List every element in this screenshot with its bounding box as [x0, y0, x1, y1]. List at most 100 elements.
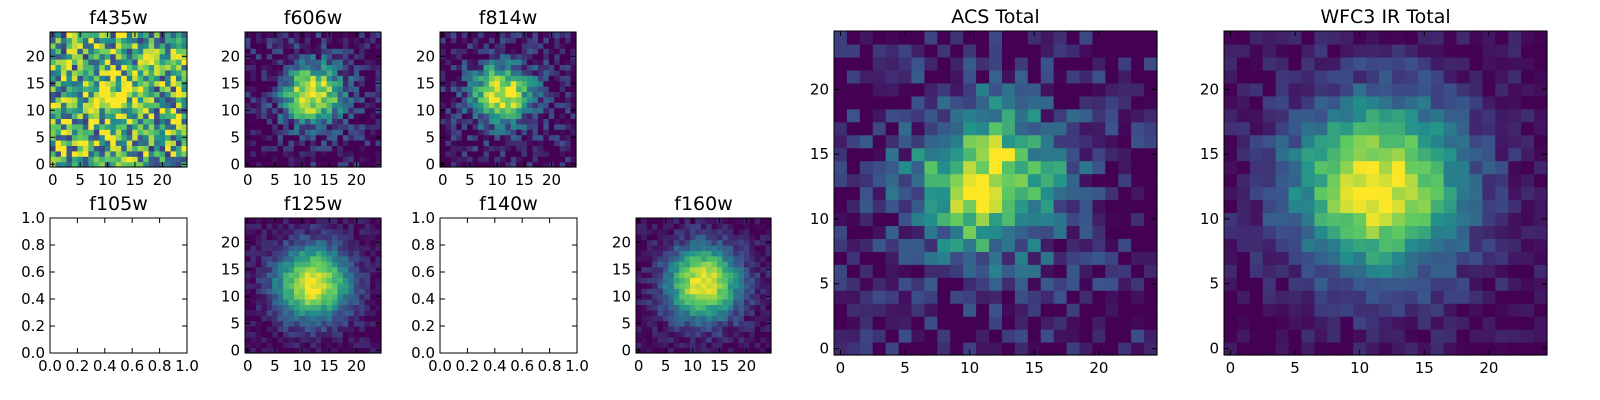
heatmap-cell [765, 223, 772, 230]
heatmap-cell [700, 266, 707, 273]
heatmap-cell [760, 288, 767, 295]
heatmap-cell [1404, 290, 1419, 304]
heatmap-cell [700, 250, 707, 257]
heatmap-cell [245, 331, 252, 338]
heatmap-cell [1001, 121, 1016, 136]
heatmap-cell [478, 140, 485, 146]
heatmap-cell [332, 282, 339, 289]
heatmap-cell [143, 69, 150, 76]
heatmap-cell [337, 86, 344, 92]
heatmap-cell [527, 150, 534, 157]
heatmap-cell [738, 288, 745, 295]
heatmap-cell [1236, 108, 1251, 123]
heatmap-cell [765, 315, 772, 322]
heatmap-cell [1443, 95, 1458, 110]
heatmap-cell [663, 228, 669, 235]
heatmap-cell [749, 255, 756, 262]
heatmap-cell [1379, 290, 1393, 304]
heatmap-cell [277, 228, 284, 235]
heatmap-cell [255, 228, 262, 235]
heatmap-cell [1314, 134, 1328, 149]
heatmap-cell [749, 288, 756, 295]
heatmap-cell [695, 331, 702, 338]
heatmap-cell [636, 315, 642, 322]
heatmap-cell [1301, 147, 1316, 162]
heatmap-cell [478, 107, 485, 114]
heatmap-cell [652, 326, 659, 332]
heatmap-cell [1534, 186, 1548, 201]
heatmap-cell [261, 37, 268, 44]
heatmap-cell [283, 140, 290, 146]
heatmap-cell [1131, 147, 1145, 162]
heatmap-cell [370, 299, 377, 305]
heatmap-cell [570, 150, 577, 157]
heatmap-cell [82, 123, 89, 130]
heatmap-cell [445, 91, 452, 98]
heatmap-cell [834, 121, 848, 136]
heatmap-cell [532, 75, 539, 82]
heatmap-cell [733, 282, 740, 289]
heatmap-cell [245, 304, 252, 311]
heatmap-cell [121, 129, 128, 136]
heatmap-cell [1144, 43, 1158, 58]
heatmap-cell [641, 293, 648, 300]
heatmap-cell [445, 134, 452, 141]
heatmap-cell [1131, 329, 1145, 343]
heatmap-cell [744, 245, 750, 251]
heatmap-cell [673, 347, 680, 354]
heatmap-cell [293, 239, 300, 246]
heatmap-cell [1001, 342, 1016, 356]
heatmap-cell [668, 326, 675, 332]
heatmap-cell [299, 223, 306, 230]
heatmap-cell [277, 123, 284, 130]
heatmap-cell [565, 59, 572, 65]
heatmap-cell [937, 147, 951, 162]
heatmap-cell [337, 320, 344, 327]
heatmap-cell [911, 43, 926, 58]
heatmap-cell [261, 75, 268, 82]
heatmap-cell [277, 86, 284, 92]
heatmap-cell [255, 37, 262, 44]
heatmap-cell [310, 134, 317, 141]
heatmap-cell [326, 315, 333, 322]
heatmap-cell [765, 261, 772, 268]
heatmap-cell [488, 102, 495, 109]
heatmap-cell [359, 239, 366, 246]
heatmap-cell [641, 223, 648, 230]
heatmap-cell [288, 80, 295, 87]
heatmap-cell [1040, 264, 1055, 278]
heatmap-cell [50, 102, 57, 109]
heatmap-cell [261, 272, 268, 278]
heatmap-cell [66, 80, 73, 87]
heatmap-cell [488, 96, 495, 103]
heatmap-cell [1314, 212, 1328, 226]
heatmap-cell [304, 250, 311, 257]
heatmap-cell [370, 156, 377, 163]
heatmap-cell [60, 134, 68, 141]
heatmap-cell [1443, 290, 1458, 304]
heatmap-cell [60, 129, 68, 136]
heatmap-cell [1430, 303, 1445, 317]
heatmap-cell [516, 107, 523, 114]
heatmap-cell [332, 266, 339, 273]
heatmap-cell [283, 32, 290, 38]
heatmap-cell [60, 145, 68, 152]
heatmap-cell [353, 326, 360, 332]
heatmap-cell [137, 42, 144, 49]
heatmap-cell [499, 134, 506, 141]
heatmap-cell [293, 272, 300, 278]
heatmap-cell [143, 96, 150, 103]
heatmap-cell [690, 250, 696, 257]
heatmap-cell [304, 102, 311, 109]
heatmap-cell [937, 264, 951, 278]
heatmap-cell [663, 282, 669, 289]
heatmap-cell [1118, 56, 1132, 71]
heatmap-cell [494, 140, 501, 146]
heatmap-cell [1508, 290, 1522, 304]
heatmap-cell [565, 140, 572, 146]
heatmap-cell [1040, 277, 1055, 291]
y-tick-label: 20 [221, 233, 240, 251]
heatmap-cell [261, 59, 268, 65]
heatmap-cell [1066, 121, 1081, 136]
x-tick-label: 5 [661, 357, 671, 375]
